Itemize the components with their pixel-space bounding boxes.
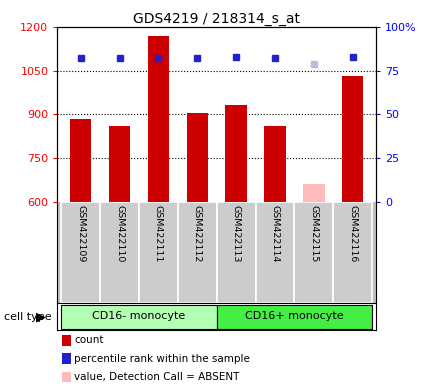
Text: CD16- monocyte: CD16- monocyte <box>92 311 186 321</box>
Text: cell type: cell type <box>4 312 52 322</box>
Bar <box>187 113 208 202</box>
Text: percentile rank within the sample: percentile rank within the sample <box>74 354 250 364</box>
Bar <box>61 305 217 329</box>
Bar <box>255 202 295 303</box>
Bar <box>100 202 139 303</box>
Title: GDS4219 / 218314_s_at: GDS4219 / 218314_s_at <box>133 12 300 26</box>
Bar <box>342 76 363 202</box>
Bar <box>333 202 372 303</box>
Text: GSM422113: GSM422113 <box>232 205 241 262</box>
Text: GSM422112: GSM422112 <box>193 205 202 262</box>
Bar <box>217 305 372 329</box>
Text: GSM422110: GSM422110 <box>115 205 124 262</box>
Bar <box>61 202 100 303</box>
Text: GSM422114: GSM422114 <box>271 205 280 262</box>
Text: value, Detection Call = ABSENT: value, Detection Call = ABSENT <box>74 372 240 382</box>
Bar <box>148 36 169 202</box>
Bar <box>264 126 286 202</box>
Bar <box>109 126 130 202</box>
Text: CD16+ monocyte: CD16+ monocyte <box>245 311 344 321</box>
Text: ▶: ▶ <box>36 310 45 323</box>
Bar <box>226 105 247 202</box>
Text: GSM422116: GSM422116 <box>348 205 357 262</box>
Bar <box>295 202 333 303</box>
Bar <box>139 202 178 303</box>
Bar <box>303 184 325 202</box>
Text: GSM422109: GSM422109 <box>76 205 85 262</box>
Text: count: count <box>74 335 104 345</box>
Bar <box>178 202 217 303</box>
Text: GSM422111: GSM422111 <box>154 205 163 262</box>
Bar <box>217 202 255 303</box>
Bar <box>70 119 91 202</box>
Text: GSM422115: GSM422115 <box>309 205 318 262</box>
